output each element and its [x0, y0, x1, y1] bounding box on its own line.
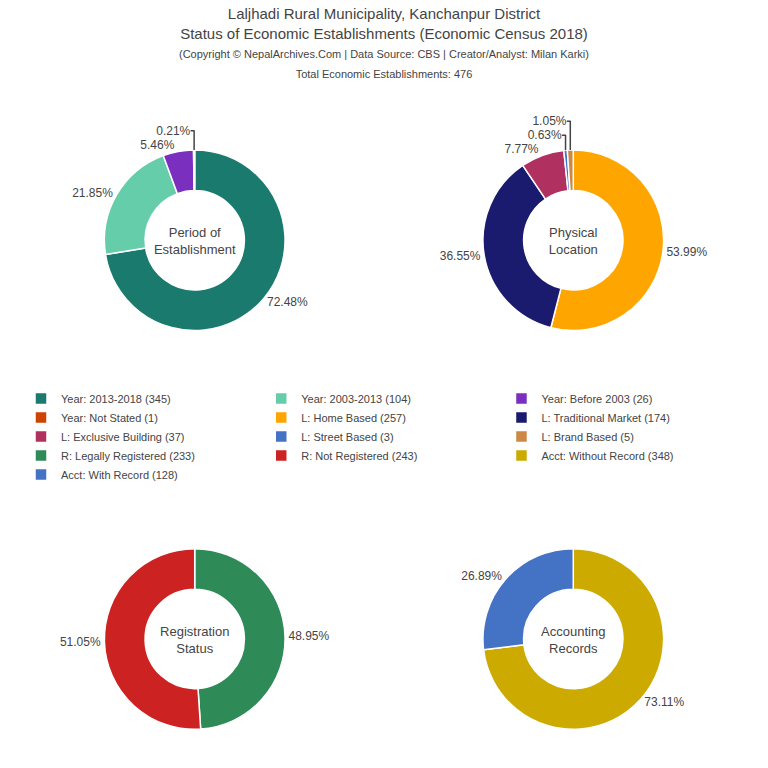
svg-text:Year: Not Stated (1): Year: Not Stated (1): [61, 412, 158, 424]
svg-text:0.63%: 0.63%: [528, 128, 562, 142]
svg-text:7.77%: 7.77%: [504, 142, 538, 156]
svg-text:Acct: With Record (128): Acct: With Record (128): [61, 469, 178, 481]
svg-text:PhysicalLocation: PhysicalLocation: [549, 225, 598, 257]
svg-text:5.46%: 5.46%: [140, 138, 174, 152]
svg-text:21.85%: 21.85%: [72, 186, 113, 200]
svg-text:Year: 2003-2013 (104): Year: 2003-2013 (104): [301, 393, 411, 405]
svg-text:RegistrationStatus: RegistrationStatus: [160, 624, 229, 656]
svg-text:1.05%: 1.05%: [532, 114, 566, 128]
svg-text:73.11%: 73.11%: [644, 695, 684, 709]
svg-text:36.55%: 36.55%: [440, 249, 481, 263]
svg-text:26.89%: 26.89%: [461, 569, 502, 583]
svg-text:R: Not Registered (243): R: Not Registered (243): [301, 450, 417, 462]
svg-text:L: Home Based (257): L: Home Based (257): [301, 412, 406, 424]
svg-text:53.99%: 53.99%: [666, 245, 707, 259]
svg-text:L: Street Based (3): L: Street Based (3): [301, 431, 393, 443]
svg-text:Year: 2013-2018 (345): Year: 2013-2018 (345): [61, 393, 171, 405]
svg-text:Laljhadi Rural Municipality, K: Laljhadi Rural Municipality, Kanchanpur …: [179, 5, 589, 80]
svg-text:AccountingRecords: AccountingRecords: [541, 624, 605, 656]
svg-text:48.95%: 48.95%: [289, 629, 330, 643]
svg-text:72.48%: 72.48%: [267, 295, 308, 309]
svg-text:Acct: Without Record (348): Acct: Without Record (348): [541, 450, 673, 462]
svg-text:L: Traditional Market (174): L: Traditional Market (174): [541, 412, 669, 424]
svg-text:51.05%: 51.05%: [60, 635, 101, 649]
svg-text:0.21%: 0.21%: [156, 124, 190, 138]
svg-text:L: Brand Based (5): L: Brand Based (5): [541, 431, 633, 443]
svg-text:R: Legally Registered (233): R: Legally Registered (233): [61, 450, 195, 462]
svg-text:Year: Before 2003 (26): Year: Before 2003 (26): [541, 393, 652, 405]
svg-text:L: Exclusive Building (37): L: Exclusive Building (37): [61, 431, 185, 443]
svg-text:Period ofEstablishment: Period ofEstablishment: [154, 225, 236, 257]
